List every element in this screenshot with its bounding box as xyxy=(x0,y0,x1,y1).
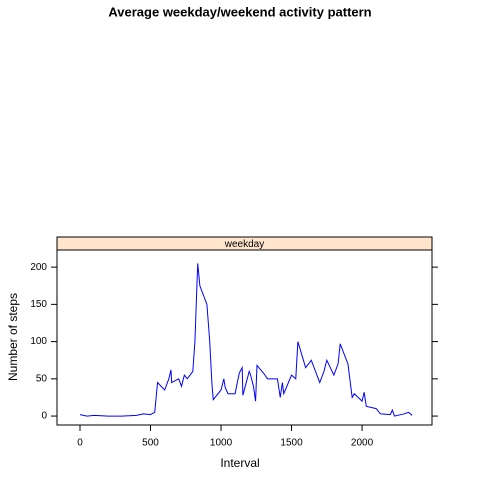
chart-title: Average weekday/weekend activity pattern xyxy=(108,4,371,19)
x-tick-label: 1000 xyxy=(210,438,233,449)
y-axis-label: Number of steps xyxy=(6,293,20,381)
y-tick-label: 100 xyxy=(30,336,47,347)
panel xyxy=(56,249,433,426)
x-tick-label: 2000 xyxy=(351,438,374,449)
strip-label: weekday xyxy=(224,239,264,250)
x-tick-label: 500 xyxy=(142,438,159,449)
x-axis-label: Interval xyxy=(220,456,259,470)
y-tick-label: 0 xyxy=(41,411,47,422)
x-tick-label: 1500 xyxy=(280,438,303,449)
x-tick-label: 0 xyxy=(77,438,83,449)
data-line xyxy=(79,263,413,417)
y-tick-label: 50 xyxy=(36,373,48,384)
y-tick-label: 200 xyxy=(30,262,47,273)
y-tick-label: 150 xyxy=(30,299,47,310)
